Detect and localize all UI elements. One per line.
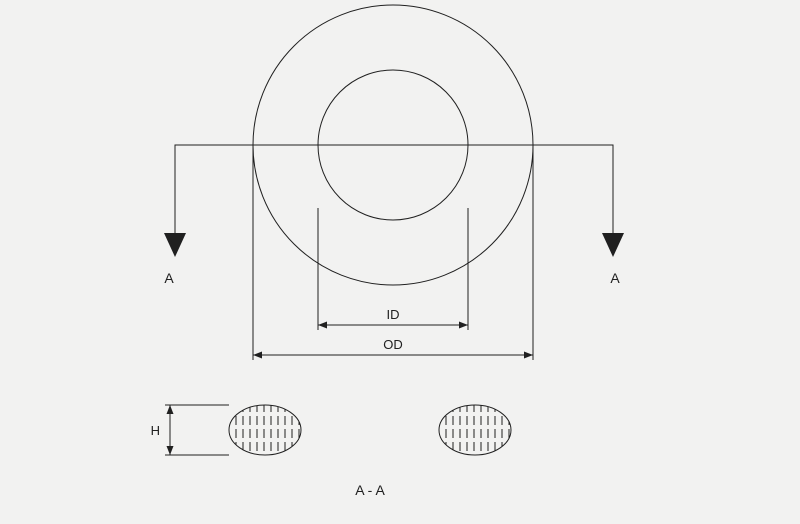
- section-label-right: A: [610, 270, 620, 286]
- section-title: A - A: [355, 482, 385, 498]
- dimension-h-label: H: [151, 423, 160, 438]
- oring-technical-drawing: A A ID OD A - A H: [0, 0, 800, 524]
- section-label-left: A: [164, 270, 174, 286]
- dimension-od-label: OD: [383, 337, 403, 352]
- dimension-id-label: ID: [387, 307, 400, 322]
- drawing-background: [0, 0, 800, 524]
